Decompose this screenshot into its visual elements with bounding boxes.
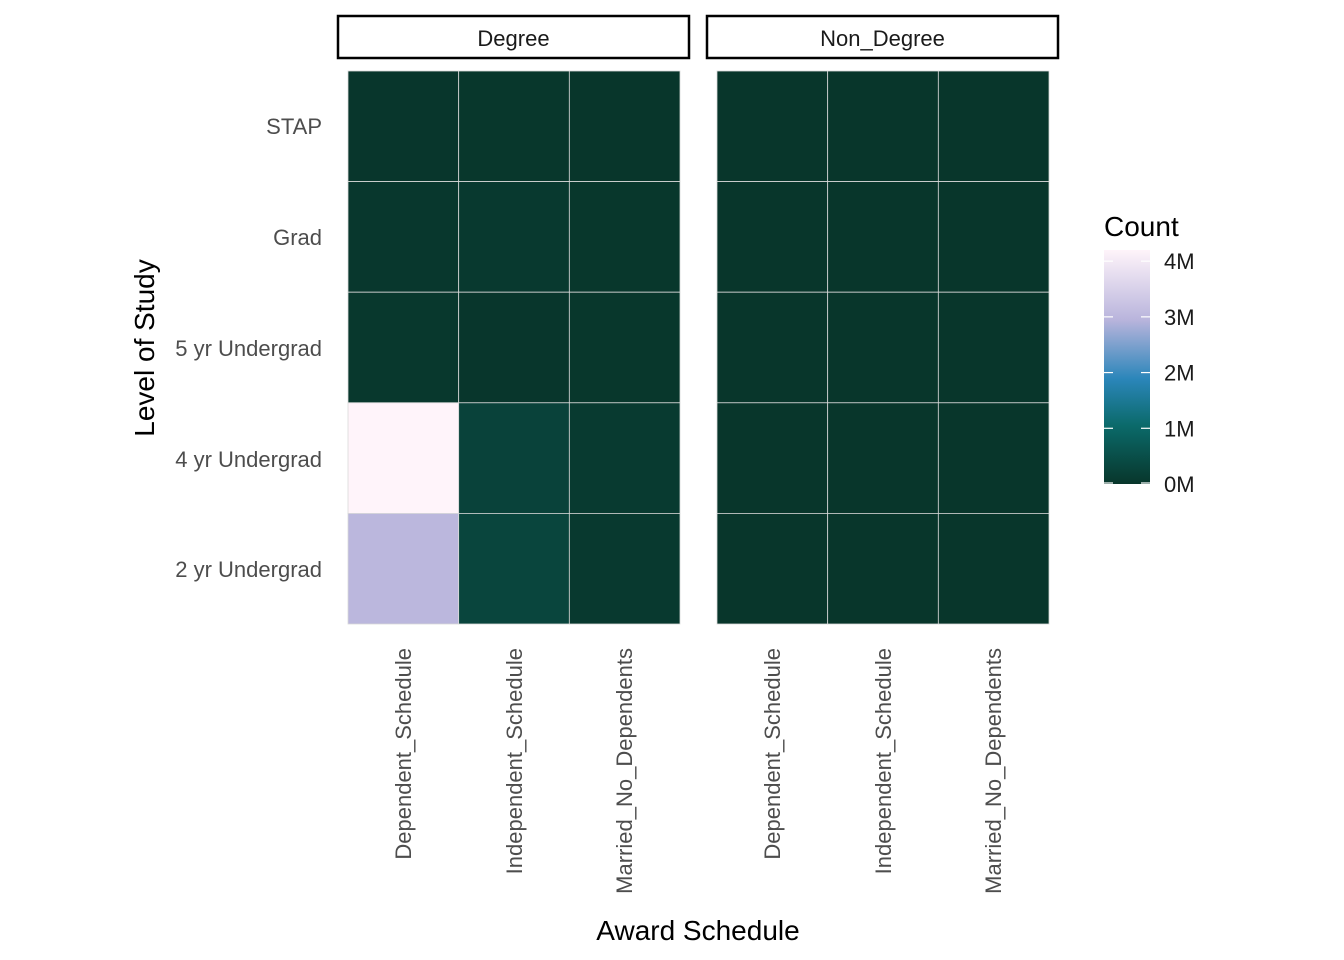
heat-cell-non-degree-r4-c1	[827, 513, 939, 625]
heat-cell-non-degree-r1-c2	[937, 181, 1050, 293]
heat-cell-non-degree-r2-c1	[827, 291, 939, 404]
heat-cell-degree-r0-c0	[347, 70, 460, 182]
heat-cell-degree-r2-c1	[458, 291, 570, 404]
heat-cell-non-degree-r1-c0	[716, 181, 829, 293]
legend-ticks: 0M 1M 2M 3M 4M	[1104, 249, 1195, 497]
facet-strip-degree: Degree	[336, 14, 691, 60]
heat-cell-degree-r0-c1	[458, 70, 570, 182]
heat-cell-degree-r3-c2	[568, 402, 681, 514]
heat-cell-degree-r1-c2	[568, 181, 681, 293]
y-tick-stap: STAP	[266, 114, 322, 139]
x-tick-degree-married: Married_No_Dependents	[612, 648, 637, 894]
legend-label-3: 3M	[1164, 305, 1195, 330]
y-axis-ticks: STAP Grad 5 yr Undergrad 4 yr Undergrad …	[175, 114, 322, 582]
y-tick-5yr-undergrad: 5 yr Undergrad	[175, 336, 322, 361]
heat-cell-degree-r1-c1	[458, 181, 570, 293]
heat-cell-non-degree-r0-c2	[937, 70, 1050, 182]
x-axis-title: Award Schedule	[596, 915, 799, 946]
y-tick-2yr-undergrad: 2 yr Undergrad	[175, 557, 322, 582]
x-axis-ticks-non-degree: Dependent_Schedule Independent_Schedule …	[760, 648, 1006, 894]
x-tick-non-degree-married: Married_No_Dependents	[981, 648, 1006, 894]
heat-cell-non-degree-r2-c2	[937, 291, 1050, 404]
heat-cell-non-degree-r3-c2	[937, 402, 1050, 514]
x-axis-ticks-degree: Dependent_Schedule Independent_Schedule …	[391, 648, 637, 894]
heatmap-cells	[347, 70, 1050, 625]
y-tick-grad: Grad	[273, 225, 322, 250]
legend-colorbar	[1104, 250, 1150, 484]
heat-cell-degree-r2-c2	[568, 291, 681, 404]
y-tick-4yr-undergrad: 4 yr Undergrad	[175, 447, 322, 472]
heat-cell-degree-r2-c0	[347, 291, 460, 404]
heat-cell-degree-r4-c0	[347, 513, 460, 625]
heat-cell-non-degree-r3-c0	[716, 402, 829, 514]
heat-cell-non-degree-r3-c1	[827, 402, 939, 514]
x-tick-non-degree-dependent: Dependent_Schedule	[760, 648, 785, 860]
legend-title: Count	[1104, 211, 1179, 242]
x-tick-degree-independent: Independent_Schedule	[502, 648, 527, 874]
facet-strip-degree-box	[336, 14, 691, 60]
heat-cell-non-degree-r2-c0	[716, 291, 829, 404]
legend-label-0: 0M	[1164, 472, 1195, 497]
heat-cell-non-degree-r1-c1	[827, 181, 939, 293]
legend-label-1: 1M	[1164, 416, 1195, 441]
facet-label-non-degree: Non_Degree	[820, 26, 945, 51]
color-legend: Count 0M 1M 2M 3M 4M	[1104, 211, 1195, 497]
heat-cell-non-degree-r0-c0	[716, 70, 829, 182]
legend-label-4: 4M	[1164, 249, 1195, 274]
facet-label-degree: Degree	[477, 26, 549, 51]
y-axis-title: Level of Study	[129, 259, 160, 436]
heat-cell-non-degree-r4-c2	[937, 513, 1050, 625]
x-tick-non-degree-independent: Independent_Schedule	[871, 648, 896, 874]
heat-cell-degree-r0-c2	[568, 70, 681, 182]
facet-strip-non-degree-box	[705, 14, 1060, 60]
heat-cell-non-degree-r4-c0	[716, 513, 829, 625]
facet-strip-non-degree: Non_Degree	[705, 14, 1060, 60]
legend-label-2: 2M	[1164, 361, 1195, 386]
x-tick-degree-dependent: Dependent_Schedule	[391, 648, 416, 860]
heat-cell-degree-r4-c1	[458, 513, 570, 625]
heat-cell-non-degree-r0-c1	[827, 70, 939, 182]
heat-cell-degree-r3-c0	[347, 402, 460, 514]
heat-cell-degree-r3-c1	[458, 402, 570, 514]
heat-cell-degree-r4-c2	[568, 513, 681, 625]
heat-cell-degree-r1-c0	[347, 181, 460, 293]
